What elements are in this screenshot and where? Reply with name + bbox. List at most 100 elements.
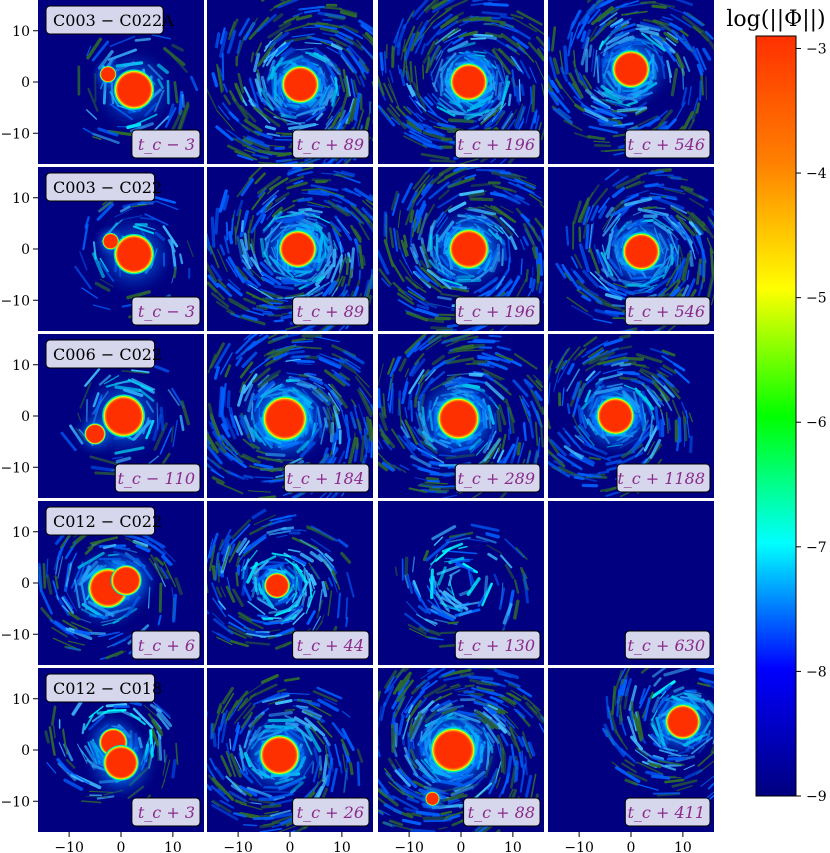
noise-streak	[163, 47, 186, 67]
noise-streak	[469, 573, 476, 586]
noise-streak	[316, 720, 333, 738]
noise-streak	[499, 158, 507, 164]
time-label-text: t_c + 26	[297, 803, 364, 822]
noise-streak	[247, 280, 259, 289]
noise-streak	[389, 69, 394, 83]
noise-streak	[722, 692, 736, 714]
noise-streak	[519, 60, 531, 79]
noise-streak	[393, 695, 406, 718]
noise-streak	[421, 178, 434, 193]
noise-streak	[356, 418, 362, 431]
noise-streak	[302, 26, 322, 29]
noise-streak	[245, 136, 270, 148]
noise-streak	[467, 668, 486, 669]
noise-streak	[404, 291, 429, 308]
noise-streak	[403, 105, 412, 115]
noise-streak	[230, 639, 249, 648]
noise-streak	[268, 698, 286, 705]
noise-streak	[422, 64, 425, 80]
noise-streak	[181, 93, 185, 108]
noise-streak	[384, 675, 395, 694]
noise-streak	[82, 223, 89, 251]
noise-streak	[585, 370, 596, 382]
noise-streak	[243, 149, 256, 154]
noise-streak	[665, 411, 670, 434]
noise-streak	[344, 414, 351, 439]
panel-r1-c1: t_c + 89	[207, 167, 373, 331]
noise-streak	[66, 646, 81, 651]
noise-streak	[445, 169, 463, 179]
noise-streak	[739, 710, 744, 733]
noise-streak	[238, 811, 260, 819]
noise-streak	[354, 372, 370, 388]
noise-streak	[675, 214, 696, 237]
noise-streak	[497, 673, 512, 678]
noise-streak	[244, 641, 271, 646]
noise-streak	[209, 245, 220, 269]
noise-streak	[159, 427, 173, 455]
noise-streak	[63, 778, 84, 791]
noise-streak	[326, 46, 340, 55]
noise-streak	[171, 43, 184, 52]
noise-streak	[190, 75, 199, 92]
noise-streak	[640, 0, 656, 5]
time-label-text: t_c + 196	[457, 135, 535, 154]
noise-streak	[663, 668, 691, 677]
noise-streak	[291, 161, 304, 164]
noise-streak	[566, 362, 575, 375]
noise-streak	[408, 130, 433, 144]
noise-streak	[483, 371, 502, 381]
noise-streak	[489, 695, 504, 704]
noise-streak	[644, 183, 665, 188]
noise-streak	[251, 153, 269, 159]
noise-streak	[326, 563, 338, 584]
noise-streak	[577, 3, 596, 26]
noise-streak	[447, 29, 462, 38]
noise-streak	[383, 239, 395, 268]
time-label-text: t_c + 44	[297, 636, 364, 655]
noise-streak	[265, 297, 289, 302]
noise-streak	[379, 809, 391, 816]
noise-streak	[249, 683, 278, 699]
noise-streak	[548, 460, 571, 478]
noise-streak	[624, 197, 653, 207]
noise-streak	[207, 464, 211, 469]
noise-streak	[414, 65, 419, 91]
noise-streak	[418, 300, 438, 309]
noise-streak	[424, 369, 436, 382]
noise-streak	[207, 431, 219, 454]
noise-streak	[532, 374, 543, 384]
noise-streak	[371, 81, 373, 88]
noise-streak	[681, 15, 704, 33]
noise-streak	[306, 525, 335, 541]
noise-streak	[490, 681, 506, 688]
noise-streak	[306, 35, 333, 45]
noise-streak	[224, 364, 232, 378]
noise-streak	[517, 735, 525, 748]
noise-streak	[51, 626, 68, 638]
noise-streak	[500, 713, 516, 729]
noise-streak	[519, 239, 526, 251]
noise-streak	[603, 337, 624, 347]
noise-streak	[586, 340, 609, 353]
noise-streak	[731, 718, 733, 738]
noise-streak	[525, 184, 535, 191]
noise-streak	[58, 742, 66, 757]
noise-streak	[378, 363, 384, 386]
noise-streak	[516, 183, 542, 199]
time-label: t_c + 184	[283, 463, 370, 493]
noise-streak	[588, 456, 602, 461]
noise-streak	[576, 279, 589, 292]
noise-streak	[227, 283, 243, 297]
noise-streak	[701, 29, 714, 51]
noise-streak	[701, 221, 714, 239]
noise-streak	[306, 328, 314, 331]
noise-streak	[374, 727, 376, 745]
noise-streak	[652, 328, 661, 331]
noise-streak	[280, 314, 294, 320]
noise-streak	[307, 702, 332, 717]
noise-streak	[469, 843, 477, 848]
noise-streak	[509, 760, 518, 789]
time-label-text: t_c − 3	[138, 302, 195, 321]
noise-streak	[609, 737, 626, 757]
